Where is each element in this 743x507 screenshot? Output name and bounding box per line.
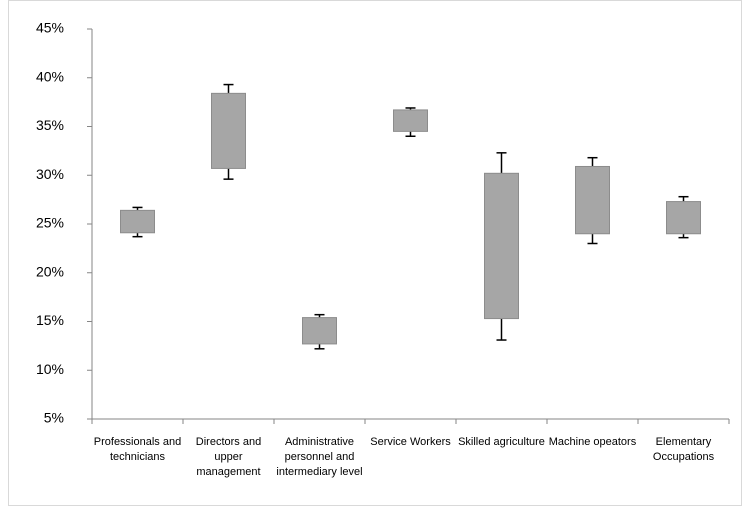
y-tick-label: 15% — [36, 312, 64, 328]
box — [666, 201, 701, 235]
x-label-box: Directors and upper management — [195, 436, 262, 478]
x-label-box: Service Workers — [370, 436, 451, 448]
y-tick-label: 10% — [36, 361, 64, 377]
y-tick-label: 20% — [36, 263, 64, 279]
x-tick-label: Elementary Occupations — [652, 436, 715, 463]
y-tick-label: 5% — [44, 410, 64, 426]
box — [393, 109, 428, 132]
x-label-box: Skilled agriculture — [458, 436, 545, 448]
y-tick-label: 35% — [36, 117, 64, 133]
x-label-box: Professionals and technicians — [93, 436, 182, 463]
y-tick-label: 45% — [36, 20, 64, 36]
box — [575, 165, 610, 235]
x-tick-label: Directors and upper management — [195, 436, 262, 478]
chart-frame — [8, 0, 742, 506]
x-label-box: Administrative personnel and intermediar… — [276, 436, 363, 478]
x-label-box: Machine opeators — [548, 436, 637, 448]
x-label-box: Elementary Occupations — [652, 436, 715, 463]
box — [484, 172, 519, 320]
x-tick-label: Machine opeators — [548, 436, 637, 448]
y-tick-label: 40% — [36, 68, 64, 84]
x-tick-label: Professionals and technicians — [93, 436, 182, 463]
y-tick-label: 25% — [36, 215, 64, 231]
box — [120, 209, 155, 234]
box — [302, 317, 337, 345]
x-tick-label: Service Workers — [370, 436, 451, 448]
box — [211, 92, 246, 169]
x-tick-label: Skilled agriculture — [458, 436, 545, 448]
y-tick-label: 30% — [36, 166, 64, 182]
x-tick-label: Administrative personnel and intermediar… — [276, 436, 363, 478]
